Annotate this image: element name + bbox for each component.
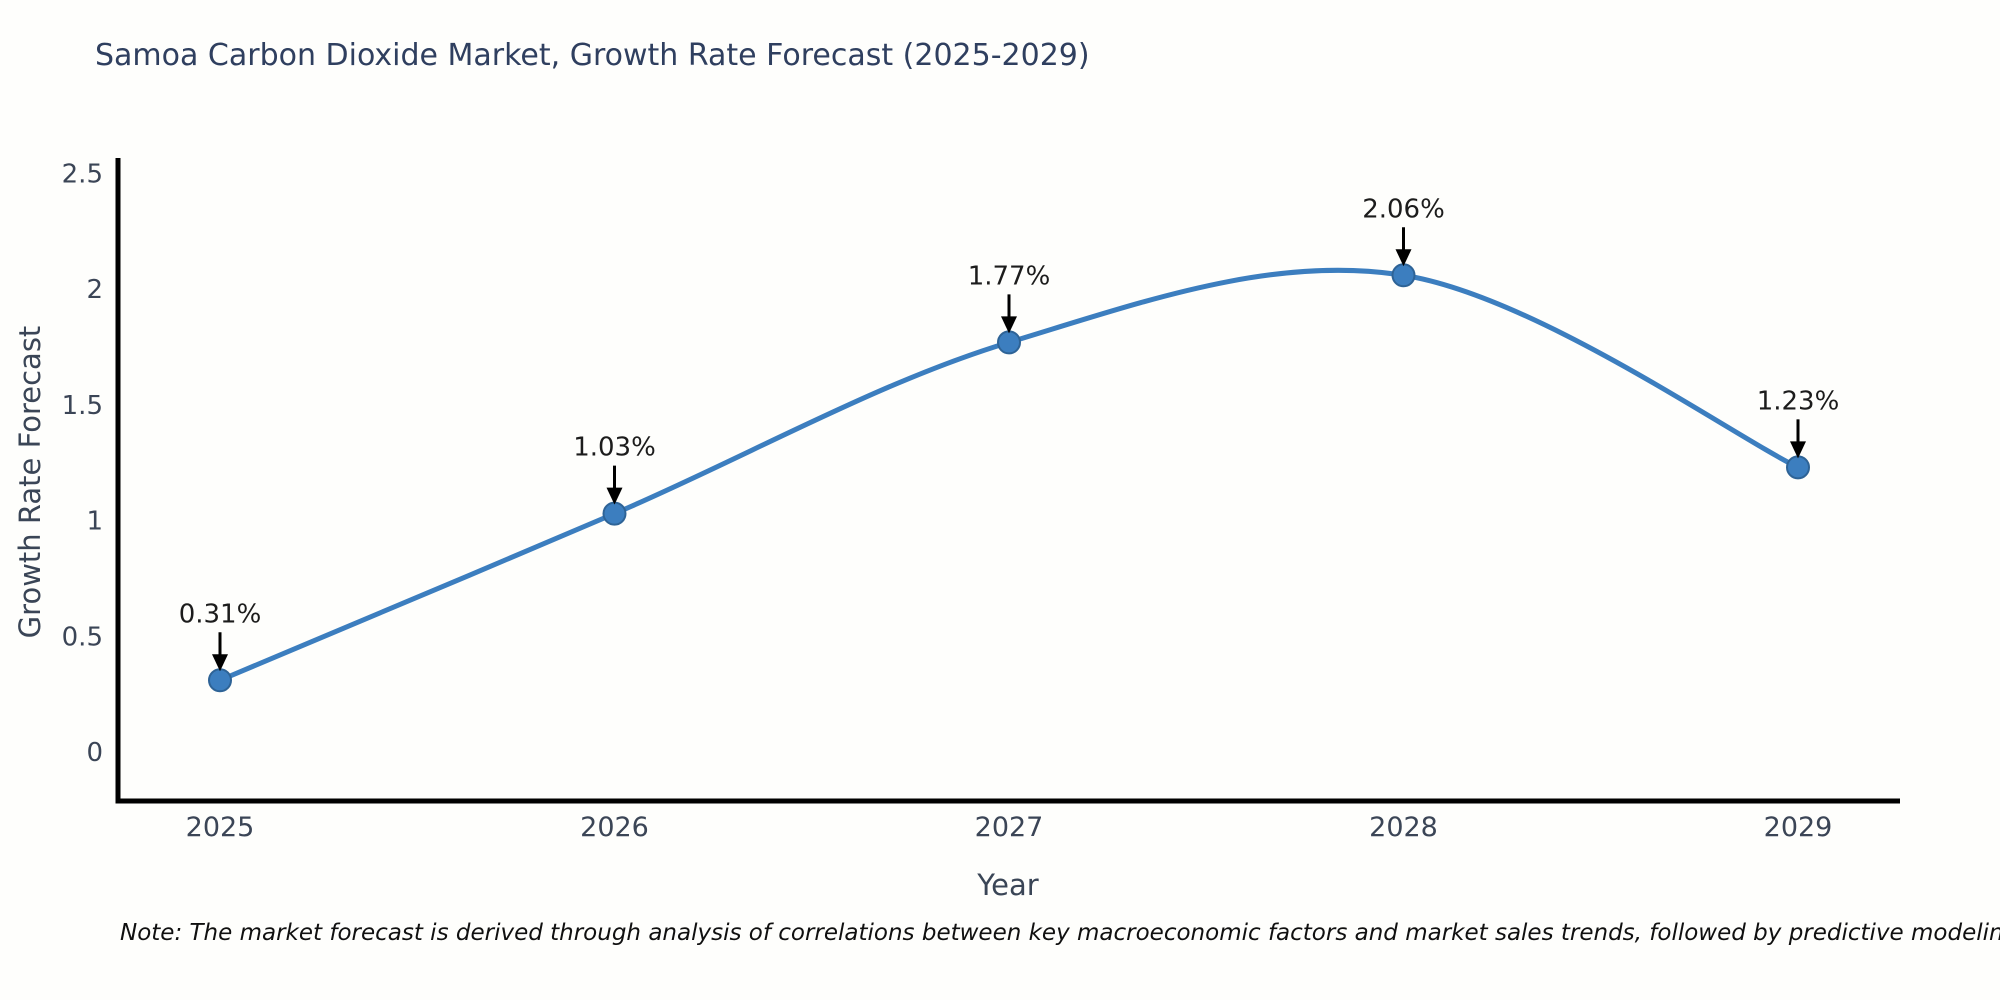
x-tick-label: 2029: [1764, 812, 1833, 843]
x-tick-label: 2028: [1369, 812, 1438, 843]
annotation-arrow-head: [212, 654, 228, 672]
data-point-marker: [208, 668, 232, 693]
data-point-label: 1.77%: [968, 261, 1051, 291]
data-point-label: 2.06%: [1362, 194, 1445, 224]
data-point-marker: [1391, 263, 1416, 288]
data-point-label: 0.31%: [179, 599, 262, 629]
y-tick-label: 1.5: [62, 391, 103, 421]
data-point-label: 1.03%: [573, 433, 656, 463]
data-point-label: 1.23%: [1757, 386, 1840, 416]
data-point-marker: [602, 501, 627, 526]
annotation-arrow-head: [606, 487, 623, 505]
annotation-arrow-head: [1790, 441, 1806, 459]
data-point-marker: [1786, 455, 1810, 480]
y-tick-label: 0.5: [62, 622, 103, 652]
annotation-arrow-head: [1001, 316, 1017, 334]
y-tick-label: 2: [86, 275, 103, 305]
data-point-marker: [997, 330, 1021, 355]
y-tick-label: 2.5: [62, 159, 103, 189]
x-tick-label: 2027: [975, 812, 1044, 843]
x-tick-label: 2025: [186, 812, 255, 843]
y-axis-label: Growth Rate Forecast: [13, 325, 47, 639]
series-layer: 0 0.5 1 1.5 2 2.5 2025 2026 2027 2028 2029 0.31% 1.0…: [62, 159, 1840, 843]
annotation-arrow-head: [1395, 249, 1412, 267]
chart-title: Samoa Carbon Dioxide Market, Growth Rate…: [95, 38, 1090, 73]
y-tick-label: 1: [86, 507, 103, 537]
x-axis-label: Year: [977, 868, 1039, 902]
y-tick-label: 0: [86, 738, 103, 768]
x-tick-label: 2026: [580, 812, 649, 843]
footnote-text: Note: The market forecast is derived thr…: [120, 920, 2000, 946]
